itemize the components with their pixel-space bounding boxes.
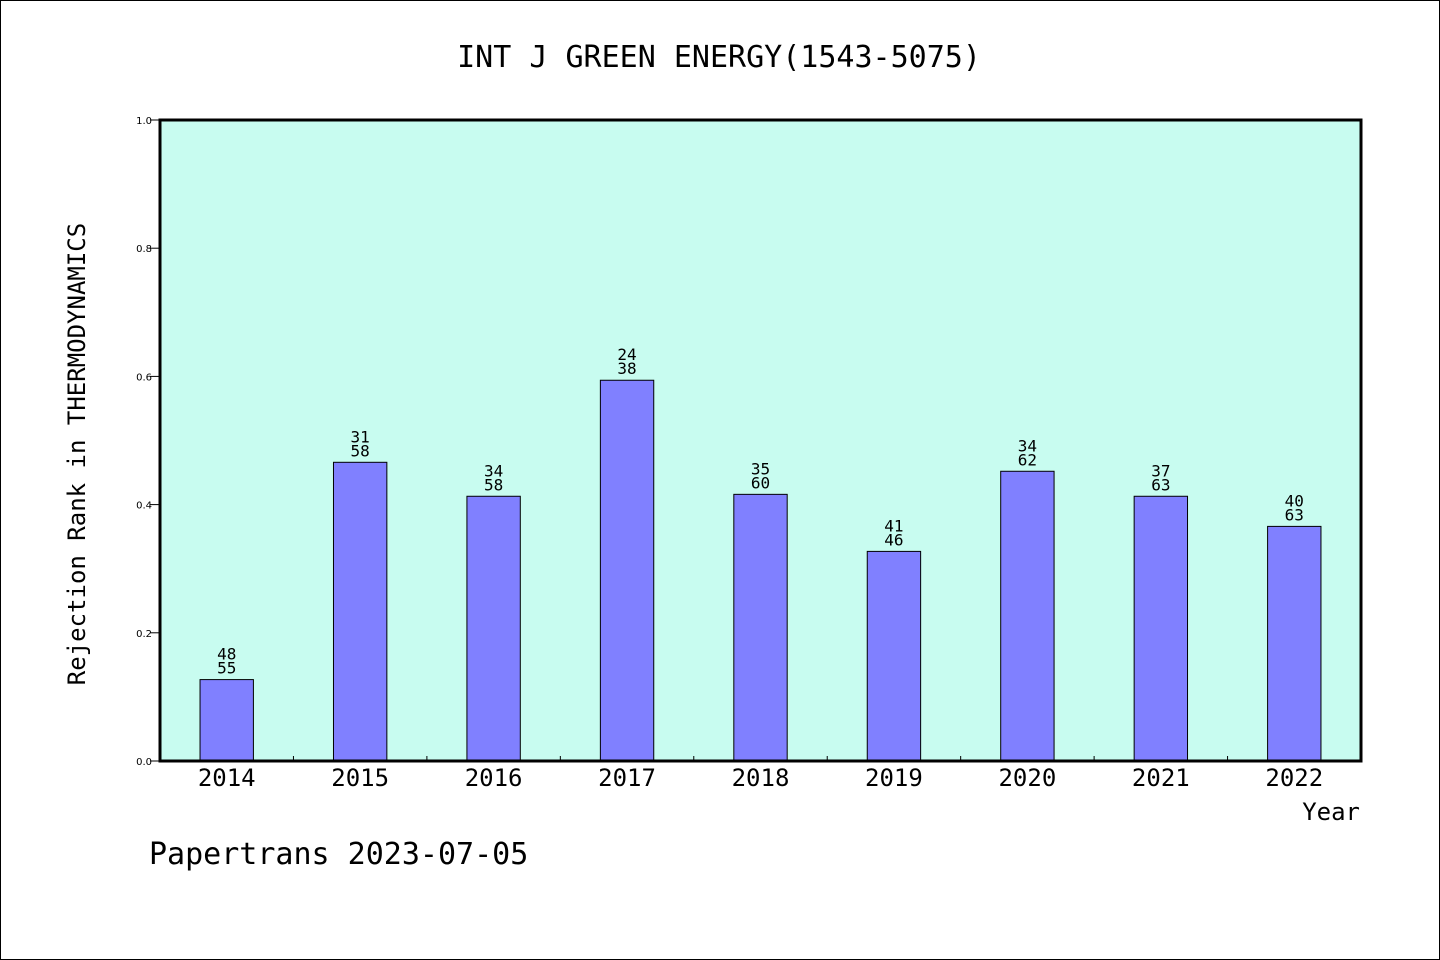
bar-label-top: 35 — [751, 459, 770, 478]
y-tick-label: 0.8 — [136, 244, 152, 255]
bar-label-top: 40 — [1285, 491, 1304, 510]
x-tick-label: 2014 — [198, 764, 256, 792]
bar — [1267, 525, 1322, 762]
bar-label-bottom: 62 — [1018, 450, 1037, 469]
bar — [1133, 495, 1189, 762]
x-tick-label: 2022 — [1265, 764, 1323, 792]
x-tick-label: 2015 — [331, 764, 389, 792]
bar-label-top: 41 — [884, 516, 903, 535]
x-axis-label: Year — [1302, 798, 1360, 826]
bar-group: 4855201431582015345820162438201735602018… — [198, 345, 1323, 792]
y-tick-label: 0.6 — [136, 372, 152, 383]
bar — [866, 550, 922, 762]
bar-label-bottom: 60 — [751, 473, 770, 492]
x-tick-label: 2017 — [598, 764, 656, 792]
bar-label-bottom: 55 — [217, 659, 236, 678]
bar — [332, 461, 388, 762]
x-tick-label: 2018 — [732, 764, 790, 792]
bar-label-bottom: 46 — [884, 530, 903, 549]
bar-label-top: 24 — [617, 345, 636, 364]
bar-label-top: 34 — [484, 461, 503, 480]
footer-credit: Papertrans 2023-07-05 — [149, 837, 528, 872]
x-tick-label: 2020 — [998, 764, 1056, 792]
axis-ticks: 0.0 0.2 0.4 0.6 0.8 1.0 — [136, 116, 1229, 768]
bar-label-top: 48 — [217, 645, 236, 664]
bar — [733, 493, 788, 762]
bar — [466, 495, 521, 762]
bar-label-top: 34 — [1018, 436, 1037, 455]
x-tick-label: 2021 — [1132, 764, 1190, 792]
y-axis-label: Rejection Rank in THERMODYNAMICS — [63, 223, 91, 685]
y-tick-label: 0.2 — [136, 629, 152, 640]
x-tick-label: 2019 — [865, 764, 923, 792]
bar-label-top: 31 — [351, 427, 370, 446]
bar-label-bottom: 58 — [351, 441, 370, 460]
bar-label-bottom: 38 — [617, 359, 636, 378]
plot-frame — [158, 118, 1363, 763]
bar-label-top: 37 — [1151, 461, 1170, 480]
x-tick-label: 2016 — [465, 764, 523, 792]
bar-label-bottom: 58 — [484, 475, 503, 494]
chart-title: INT J GREEN ENERGY(1543-5075) — [457, 40, 981, 75]
bar — [199, 679, 254, 762]
bar — [1000, 470, 1055, 762]
bar — [599, 379, 655, 762]
bar-label-bottom: 63 — [1151, 475, 1170, 494]
y-tick-label: 1.0 — [136, 116, 152, 127]
y-tick-label: 0.0 — [136, 757, 152, 768]
bar-label-bottom: 63 — [1285, 505, 1304, 524]
y-tick-label: 0.4 — [136, 501, 152, 512]
